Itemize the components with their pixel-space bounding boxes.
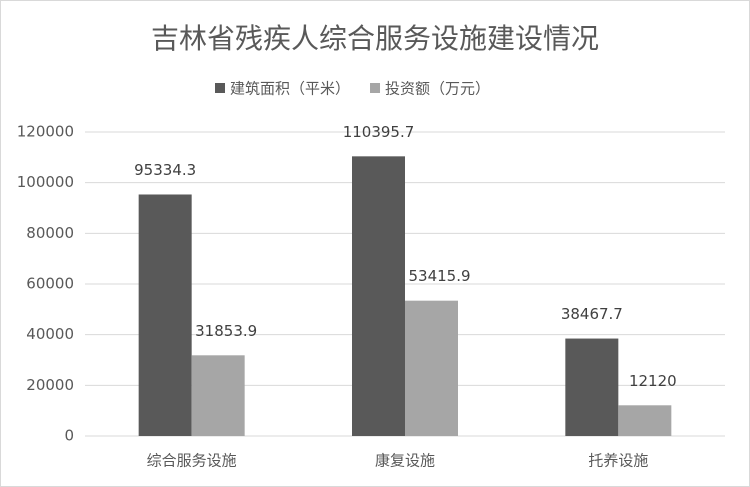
- bar: [618, 405, 672, 436]
- x-tick-label: 托养设施: [588, 452, 648, 470]
- bar: [565, 338, 619, 436]
- legend-swatch: [370, 83, 381, 93]
- chart-title: 吉林省残疾人综合服务设施建设情况: [151, 22, 599, 55]
- y-tick-label: 120000: [17, 123, 74, 141]
- y-tick-label: 60000: [26, 275, 74, 293]
- data-label: 110395.7: [343, 123, 415, 141]
- x-tick-label: 综合服务设施: [147, 452, 237, 470]
- y-tick-label: 0: [64, 427, 74, 445]
- data-label: 31853.9: [195, 322, 257, 340]
- legend-swatch: [215, 83, 225, 93]
- y-tick-label: 40000: [26, 325, 74, 343]
- data-label: 38467.7: [561, 305, 623, 323]
- bar: [138, 194, 192, 436]
- bar: [191, 355, 245, 436]
- x-tick-label: 康复设施: [375, 452, 435, 470]
- y-tick-label: 20000: [26, 376, 74, 394]
- bar: [352, 156, 405, 437]
- legend-label: 建筑面积（平米）: [230, 80, 350, 98]
- legend-label: 投资额（万元）: [385, 80, 490, 98]
- data-label: 95334.3: [134, 161, 196, 179]
- data-label: 53415.9: [408, 267, 470, 285]
- y-tick-label: 80000: [26, 224, 74, 242]
- y-tick-label: 100000: [17, 173, 74, 191]
- bar: [405, 300, 458, 436]
- data-label: 12120: [629, 372, 677, 390]
